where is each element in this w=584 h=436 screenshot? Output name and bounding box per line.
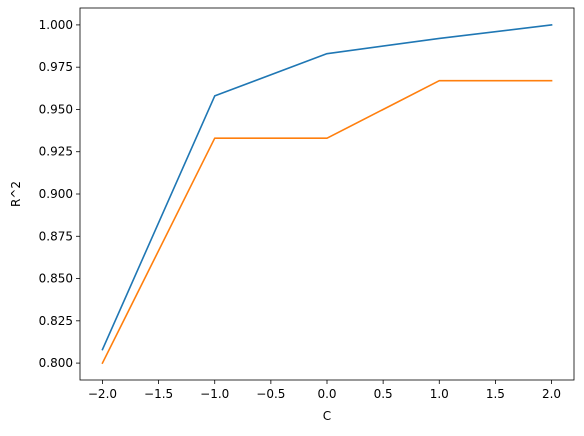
y-tick-label: 0.975 — [39, 60, 73, 74]
x-axis-label: C — [323, 409, 331, 423]
x-tick-label: −1.5 — [144, 387, 173, 401]
y-tick-label: 1.000 — [39, 18, 73, 32]
x-tick-label: 1.5 — [486, 387, 505, 401]
y-axis-label: R^2 — [9, 181, 23, 207]
x-tick-label: 1.0 — [430, 387, 449, 401]
y-tick-label: 0.925 — [39, 145, 73, 159]
x-axis: −2.0 −1.5 −1.0 −0.5 0.0 0.5 1.0 1.5 2.0 — [88, 380, 561, 401]
y-axis: 0.800 0.825 0.850 0.875 0.900 0.925 0.950 0.975… — [39, 18, 80, 370]
plot-area — [80, 8, 574, 380]
x-tick-label: −0.5 — [256, 387, 285, 401]
y-tick-label: 0.875 — [39, 229, 73, 243]
y-tick-label: 0.950 — [39, 102, 73, 116]
x-tick-label: 0.5 — [374, 387, 393, 401]
y-tick-label: 0.825 — [39, 314, 73, 328]
x-tick-label: 0.0 — [317, 387, 336, 401]
x-tick-label: 2.0 — [542, 387, 561, 401]
y-tick-label: 0.850 — [39, 272, 73, 286]
y-tick-label: 0.900 — [39, 187, 73, 201]
x-tick-label: −2.0 — [88, 387, 117, 401]
y-tick-label: 0.800 — [39, 356, 73, 370]
x-tick-label: −1.0 — [200, 387, 229, 401]
